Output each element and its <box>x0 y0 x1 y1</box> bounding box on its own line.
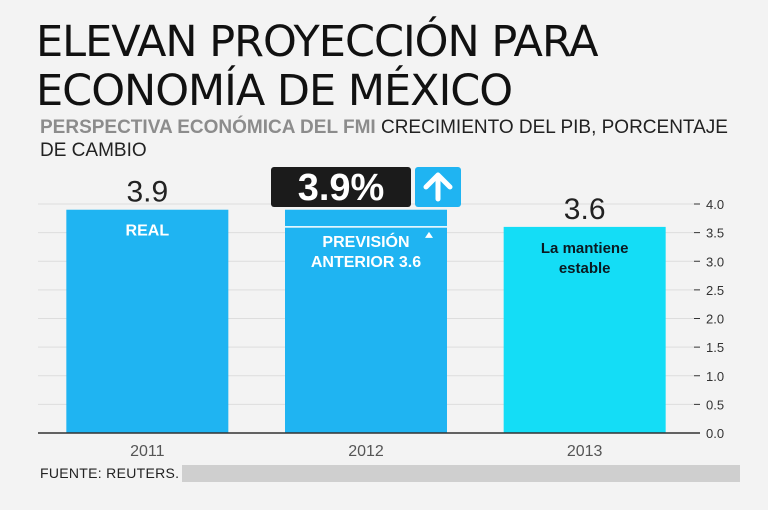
chart-title: ELEVAN PROYECCIÓN PARA ECONOMÍA DE MÉXIC… <box>36 17 599 116</box>
y-tick-label: 1.0 <box>706 369 724 384</box>
subtitle-source: PERSPECTIVA ECONÓMICA DEL FMI <box>40 117 376 138</box>
bar-label-2012-1: PREVISIÓN <box>322 232 409 251</box>
value-label-2012: 3.9% <box>298 167 385 209</box>
title-line-1: ELEVAN PROYECCIÓN PARA <box>36 17 599 67</box>
bar-label-2013-1: La mantiene <box>541 240 629 257</box>
x-tick-label-2012: 2012 <box>348 443 384 460</box>
bar-label-2012-2: ANTERIOR 3.6 <box>311 254 421 271</box>
y-tick-label: 2.5 <box>706 283 724 298</box>
title-line-2: ECONOMÍA DE MÉXICO <box>36 66 513 116</box>
y-tick-label: 4.0 <box>706 197 724 212</box>
y-tick-label: 0.0 <box>706 426 724 441</box>
bar-2012 <box>285 209 447 433</box>
bar-2011 <box>66 209 229 433</box>
source-strip <box>182 465 740 482</box>
chart-subtitle: PERSPECTIVA ECONÓMICA DEL FMI CRECIMIENT… <box>40 116 740 162</box>
bar-label-2011-1: REAL <box>126 223 170 240</box>
value-badge-2012 <box>271 167 411 207</box>
bar-label-2013-2: estable <box>559 260 611 277</box>
y-tick-label: 0.5 <box>706 397 724 412</box>
x-tick-label-2013: 2013 <box>567 443 603 460</box>
bar-2013 <box>503 226 666 433</box>
y-tick-label: 3.5 <box>706 226 724 241</box>
value-label-2011: 3.9 <box>126 176 168 209</box>
y-tick-label: 2.0 <box>706 312 724 327</box>
previous-forecast-triangle-icon <box>425 231 433 238</box>
y-tick-label: 3.0 <box>706 254 724 269</box>
subtitle-description: CRECIMIENTO DEL PIB, PORCENTAJE DE CAMBI… <box>40 117 728 161</box>
x-tick-label-2011: 2011 <box>130 443 165 460</box>
y-tick-label: 1.5 <box>706 340 724 355</box>
arrow-up-icon <box>423 172 453 202</box>
source-note: FUENTE: REUTERS. <box>40 465 180 481</box>
value-label-2013: 3.6 <box>564 193 606 226</box>
